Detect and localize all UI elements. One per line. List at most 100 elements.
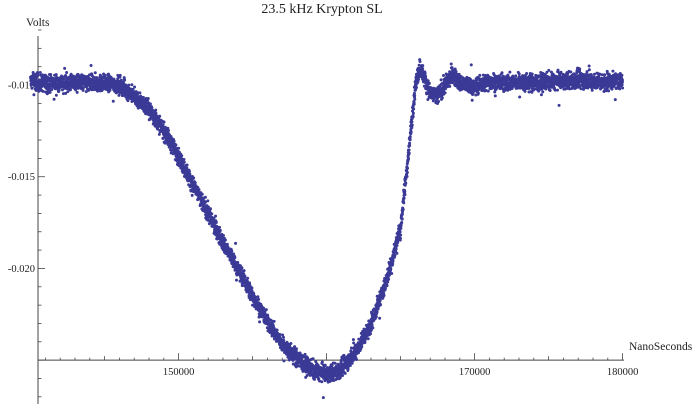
data-point	[320, 380, 324, 384]
data-point	[378, 299, 382, 303]
data-point	[182, 160, 186, 164]
data-point	[218, 228, 222, 232]
data-point	[469, 63, 473, 67]
data-point	[187, 170, 191, 174]
data-point	[264, 308, 268, 312]
data-point	[138, 91, 142, 95]
data-point	[233, 256, 237, 260]
data-point	[403, 189, 407, 193]
data-point	[258, 320, 262, 324]
data-point	[148, 102, 152, 106]
data-point	[424, 77, 428, 81]
data-point	[331, 376, 335, 380]
data-point	[192, 176, 196, 180]
data-point	[514, 74, 518, 78]
data-point	[543, 72, 547, 76]
data-point	[92, 88, 96, 92]
data-point	[38, 71, 42, 74]
data-point	[352, 341, 356, 345]
data-point	[74, 88, 78, 92]
y-tick-label: -0.015	[8, 172, 35, 183]
data-point	[413, 94, 417, 98]
data-point	[330, 364, 334, 368]
data-point	[417, 63, 421, 67]
data-point	[585, 70, 589, 74]
data-point	[370, 323, 374, 327]
data-point	[281, 333, 285, 337]
data-point	[449, 62, 453, 66]
data-point	[539, 93, 543, 97]
data-point	[474, 93, 478, 97]
data-point	[407, 148, 411, 152]
data-point	[241, 283, 245, 287]
data-point	[141, 95, 145, 99]
data-point	[210, 212, 214, 216]
data-point	[218, 225, 222, 229]
data-point	[158, 114, 162, 118]
y-axis-title: Volts	[26, 17, 50, 29]
data-point	[275, 328, 279, 332]
data-point	[527, 87, 531, 91]
data-point	[578, 67, 582, 71]
x-tick-label: 150000	[163, 367, 195, 378]
data-point	[320, 360, 324, 364]
data-point	[289, 341, 293, 345]
data-point	[450, 66, 454, 70]
data-point	[118, 73, 122, 77]
y-tick-label: -0.010	[8, 81, 35, 92]
data-point	[553, 88, 557, 92]
data-point	[405, 175, 409, 179]
data-point	[350, 361, 354, 365]
data-point	[312, 377, 316, 381]
data-point	[400, 217, 404, 221]
data-point	[421, 64, 425, 68]
data-point	[382, 293, 386, 297]
data-point	[338, 376, 342, 380]
data-point	[63, 66, 67, 70]
data-point	[333, 361, 337, 365]
data-point	[81, 88, 85, 92]
data-point	[62, 77, 66, 81]
data-point	[214, 221, 218, 225]
data-point	[146, 97, 150, 101]
data-point	[206, 205, 210, 209]
data-point	[49, 73, 53, 77]
data-point	[478, 73, 482, 77]
data-point	[89, 64, 93, 68]
data-point	[407, 157, 411, 161]
data-point	[166, 129, 170, 133]
data-point	[556, 68, 560, 72]
data-point	[193, 181, 197, 185]
data-point	[545, 70, 549, 74]
data-point	[523, 89, 527, 93]
data-point	[223, 238, 227, 242]
data-point	[253, 295, 257, 299]
data-point	[402, 201, 406, 205]
data-point	[212, 216, 216, 220]
data-point	[418, 60, 422, 64]
data-point	[348, 364, 352, 368]
data-point	[391, 261, 395, 265]
data-point	[402, 196, 406, 200]
data-point	[209, 207, 213, 211]
data-point	[506, 73, 510, 77]
data-point	[127, 83, 131, 87]
data-point	[123, 78, 127, 82]
data-point	[54, 93, 58, 97]
data-point	[54, 73, 58, 77]
data-point	[525, 71, 529, 75]
data-point	[493, 94, 497, 98]
data-point	[150, 106, 154, 110]
data-point	[32, 93, 36, 97]
data-point	[492, 73, 496, 77]
data-point	[389, 266, 393, 270]
data-point	[587, 64, 591, 68]
data-point	[41, 89, 45, 93]
data-point	[411, 115, 415, 119]
data-point	[214, 214, 218, 218]
data-point	[411, 111, 415, 115]
data-point	[197, 188, 201, 192]
data-point	[421, 67, 425, 71]
data-point	[232, 252, 236, 256]
data-point	[65, 70, 69, 74]
